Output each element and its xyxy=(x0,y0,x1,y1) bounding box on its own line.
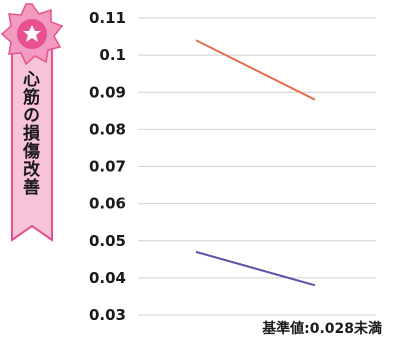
y-tick-label: 0.07 xyxy=(89,158,126,176)
y-tick-label: 0.05 xyxy=(89,232,126,250)
y-tick-label: 0.04 xyxy=(89,269,126,287)
y-tick-label: 0.08 xyxy=(89,120,126,138)
y-tick-label: 0.11 xyxy=(89,9,126,27)
y-tick-label: 0.1 xyxy=(99,46,126,64)
series-lines xyxy=(195,39,316,287)
series-line-2 xyxy=(195,250,316,287)
y-tick-label: 0.09 xyxy=(89,83,126,101)
rosette-icon xyxy=(0,3,64,66)
side-title: 心筋の損傷改善 xyxy=(19,70,39,196)
y-tick-labels: 0.03 0.04 0.05 0.06 0.07 0.08 0.09 0.1 0.11 xyxy=(89,9,126,324)
series-line-1 xyxy=(195,39,316,101)
y-tick-label: 0.03 xyxy=(89,306,126,324)
ribbon-badge-icon xyxy=(0,3,64,242)
gridlines xyxy=(138,17,376,316)
reference-value-note: 基準値:0.028未満 xyxy=(262,321,382,337)
y-tick-label: 0.06 xyxy=(89,195,126,213)
